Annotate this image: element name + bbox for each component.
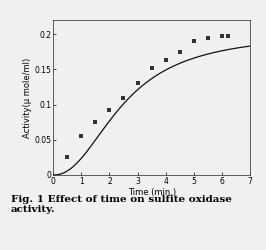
X-axis label: Time (min.): Time (min.) <box>128 188 176 197</box>
Point <box>79 134 84 138</box>
Point <box>192 39 196 43</box>
Point <box>135 82 140 86</box>
Point <box>107 108 111 112</box>
Y-axis label: Activity(μ mole/ml): Activity(μ mole/ml) <box>23 58 32 138</box>
Point <box>65 156 69 160</box>
Point <box>178 50 182 54</box>
Text: Fig. 1 Effect of time on sulfite oxidase
activity.: Fig. 1 Effect of time on sulfite oxidase… <box>11 195 231 214</box>
Point <box>220 34 224 38</box>
Point <box>149 66 154 70</box>
Point <box>93 120 98 124</box>
Point <box>121 96 126 100</box>
Point <box>206 36 210 40</box>
Point <box>225 34 230 38</box>
Point <box>164 58 168 62</box>
